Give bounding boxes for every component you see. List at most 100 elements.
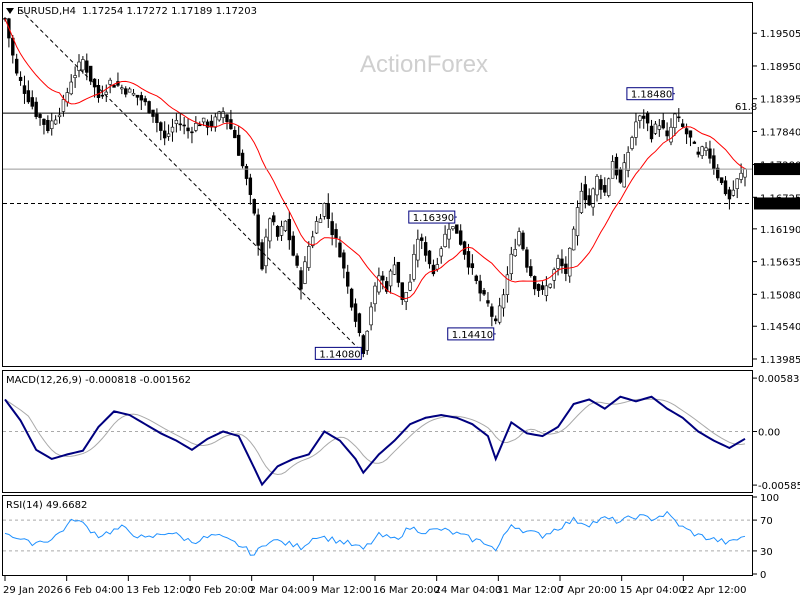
candle-body bbox=[529, 266, 533, 277]
candle-body bbox=[26, 90, 31, 103]
candle-body bbox=[127, 88, 132, 93]
candle-body bbox=[299, 270, 303, 290]
x-tick-label: 20 Feb 20:00 bbox=[188, 585, 254, 596]
candle-body bbox=[466, 251, 471, 268]
candle-body bbox=[680, 123, 685, 127]
candle-body bbox=[377, 275, 381, 293]
candle-body bbox=[700, 146, 704, 156]
x-tick-label: 16 Mar 20:00 bbox=[373, 585, 440, 596]
candle-body bbox=[388, 270, 393, 287]
candle-body bbox=[723, 180, 728, 195]
y-tick-label: 1.19505 bbox=[760, 29, 800, 40]
candle-body bbox=[303, 261, 307, 284]
candle-body bbox=[346, 271, 350, 287]
y-tick-label: 1.14540 bbox=[760, 322, 800, 333]
rsi-line bbox=[4, 510, 746, 556]
candle-body bbox=[451, 226, 455, 230]
price-annotation-label: 1.18480 bbox=[631, 90, 672, 101]
candle-body bbox=[65, 92, 70, 103]
price-level-badge bbox=[754, 197, 800, 210]
candle-body bbox=[170, 126, 175, 133]
candle-body bbox=[427, 250, 432, 265]
candle-body bbox=[591, 188, 595, 208]
candle-body bbox=[139, 95, 144, 101]
candle-body bbox=[657, 125, 662, 130]
candle-body bbox=[497, 305, 502, 323]
x-tick-label: 15 Apr 04:00 bbox=[620, 585, 685, 596]
candle-body bbox=[100, 94, 105, 97]
candle-body bbox=[599, 179, 603, 190]
rsi-tick-label: 70 bbox=[760, 516, 773, 527]
candle-body bbox=[548, 283, 552, 288]
candle-body bbox=[677, 116, 681, 119]
candle-body bbox=[77, 61, 81, 71]
candle-body bbox=[264, 236, 268, 267]
candle-body bbox=[166, 133, 171, 137]
candle-body bbox=[318, 218, 323, 223]
candle-body bbox=[275, 226, 280, 237]
candle-body bbox=[727, 189, 732, 200]
candle-body bbox=[272, 215, 276, 223]
rsi-tick-label: 100 bbox=[760, 493, 779, 504]
candle-body bbox=[314, 221, 319, 234]
candle-body bbox=[653, 123, 658, 134]
macd-tick-label: 0.00 bbox=[758, 428, 780, 439]
candle-body bbox=[194, 122, 198, 131]
candle-body bbox=[213, 116, 218, 128]
candle-body bbox=[14, 58, 19, 74]
candle-body bbox=[256, 214, 260, 246]
y-tick-label: 1.16190 bbox=[760, 225, 800, 236]
macd-layer bbox=[3, 395, 752, 487]
candle-body bbox=[42, 118, 46, 125]
candle-body bbox=[38, 114, 42, 118]
candle-body bbox=[120, 87, 124, 90]
candle-body bbox=[525, 249, 529, 268]
candle-body bbox=[198, 124, 202, 127]
y-tick-label: 1.18950 bbox=[760, 62, 800, 73]
x-tick-label: 24 Mar 04:00 bbox=[435, 585, 502, 596]
candle-body bbox=[579, 190, 584, 213]
candle-body bbox=[174, 120, 179, 124]
candle-body bbox=[155, 113, 159, 123]
candle-body bbox=[81, 59, 85, 71]
candle-body bbox=[435, 264, 440, 270]
rsi-tick-label: 30 bbox=[760, 547, 773, 558]
price-annotation-label: 1.16390 bbox=[413, 213, 454, 224]
candle-body bbox=[568, 247, 572, 277]
candle-body bbox=[34, 101, 38, 117]
candle-body bbox=[147, 101, 151, 114]
candle-body bbox=[240, 152, 245, 167]
candle-body bbox=[209, 120, 214, 128]
candle-body bbox=[712, 155, 716, 170]
candle-body bbox=[536, 283, 541, 291]
candle-body bbox=[739, 172, 743, 180]
candle-body bbox=[614, 156, 619, 176]
candle-body bbox=[334, 229, 338, 239]
candle-body bbox=[85, 60, 89, 73]
candle-body bbox=[509, 253, 514, 275]
candle-body bbox=[283, 220, 288, 231]
candle-body bbox=[455, 224, 459, 234]
candle-body bbox=[287, 219, 292, 241]
price-level-badge-label: 1.17203 bbox=[758, 165, 799, 176]
candle-body bbox=[349, 288, 354, 308]
candle-body bbox=[490, 306, 494, 317]
candle-body bbox=[69, 81, 73, 95]
candle-body bbox=[104, 91, 108, 95]
watermark: ActionForex bbox=[360, 51, 488, 78]
candle-body bbox=[225, 114, 229, 122]
trendline bbox=[20, 9, 364, 354]
candle-body bbox=[692, 141, 697, 144]
candle-body bbox=[634, 121, 638, 138]
candle-body bbox=[342, 252, 346, 269]
candle-body bbox=[412, 253, 416, 280]
candle-body bbox=[381, 275, 385, 281]
candle-body bbox=[252, 199, 256, 214]
candle-body bbox=[470, 263, 475, 269]
dropdown-triangle-icon[interactable] bbox=[6, 8, 14, 14]
candle-body bbox=[178, 123, 182, 126]
price-pane bbox=[2, 2, 753, 367]
candle-body bbox=[205, 121, 210, 128]
price-level-badge bbox=[754, 163, 800, 176]
candle-body bbox=[162, 130, 167, 139]
